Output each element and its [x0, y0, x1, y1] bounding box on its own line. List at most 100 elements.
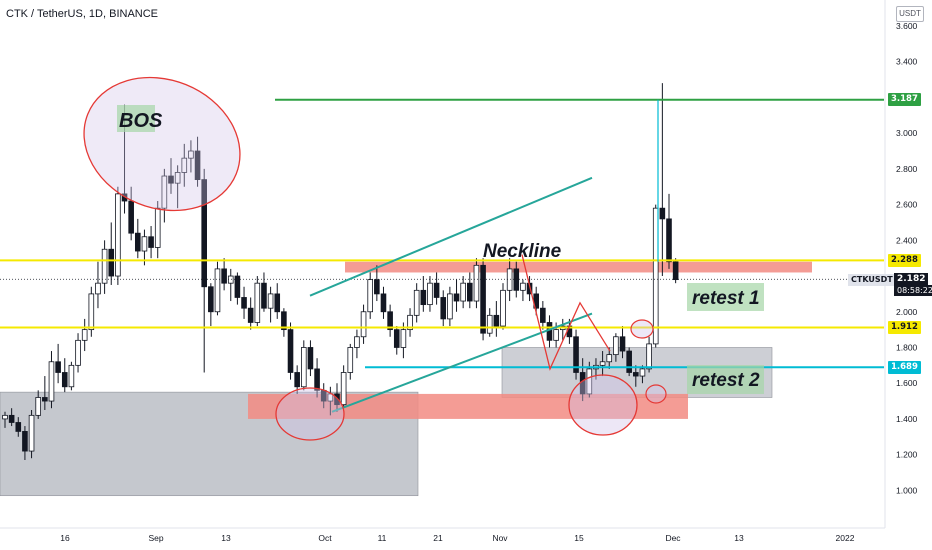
bos-ellipse	[83, 76, 241, 212]
candle	[201, 168, 208, 373]
bos-label-bg	[117, 105, 155, 132]
candle	[194, 136, 201, 187]
candle-body	[613, 336, 619, 356]
candle-body	[181, 157, 188, 173]
candle-body	[659, 207, 666, 220]
candle	[174, 165, 181, 209]
candle	[88, 286, 95, 337]
candle-body	[520, 282, 526, 291]
price-tick: 2.600	[896, 200, 918, 210]
candle	[407, 308, 413, 337]
candle-body	[174, 172, 181, 184]
candle-body	[247, 307, 254, 323]
candle	[227, 268, 234, 302]
channel-lower-line	[331, 312, 593, 413]
candle-body	[553, 329, 559, 341]
candle-body	[633, 372, 639, 377]
candle	[447, 286, 453, 327]
candle-body	[55, 361, 61, 373]
candle-body	[35, 397, 41, 416]
candle-body	[493, 314, 500, 327]
candle	[599, 351, 606, 377]
candle-body	[227, 275, 234, 284]
candle-body	[626, 350, 632, 373]
candle	[115, 186, 121, 285]
price-tick: 1.200	[896, 450, 918, 460]
candle	[659, 83, 666, 277]
time-tick: 13	[221, 533, 231, 543]
candle-body	[300, 347, 307, 388]
candle	[453, 279, 460, 312]
candle-body	[115, 193, 121, 277]
candle	[633, 365, 639, 387]
symbol-tag: CTKUSDT	[848, 274, 896, 286]
candle	[188, 140, 194, 173]
retest1-ellipse	[630, 319, 654, 339]
candle	[506, 258, 513, 302]
candle-body	[513, 268, 520, 291]
candle	[8, 408, 15, 427]
candle-body	[573, 336, 579, 373]
candle	[22, 426, 28, 460]
time-tick: 15	[574, 533, 584, 543]
candle	[413, 283, 420, 323]
candle-body	[261, 282, 267, 309]
candle	[287, 322, 294, 380]
bar-countdown: 08:58:22	[894, 285, 932, 296]
candle-body	[154, 207, 161, 248]
candle	[486, 308, 493, 337]
price-tick: 1.000	[896, 485, 918, 495]
candle-body	[506, 268, 513, 291]
candle	[161, 168, 168, 223]
candle-body	[486, 314, 493, 334]
candle	[61, 358, 68, 393]
candle-body	[327, 393, 334, 402]
candle-body	[666, 218, 672, 263]
candle-body	[2, 414, 8, 420]
candle-body	[466, 282, 473, 302]
candle-body	[480, 264, 486, 334]
candle-body	[314, 368, 320, 391]
candle	[420, 276, 427, 312]
candle-body	[639, 368, 646, 377]
retest2-label: retest 2	[692, 370, 760, 391]
candle	[652, 204, 659, 348]
candle	[15, 417, 22, 437]
candle-body	[95, 282, 101, 295]
time-tick: 2022	[836, 533, 855, 543]
candle-body	[22, 431, 28, 452]
candle	[626, 347, 632, 377]
candle-body	[108, 248, 115, 277]
candle-body	[267, 293, 274, 309]
candle-body	[387, 311, 393, 331]
candle-body	[599, 361, 606, 366]
candle-body	[546, 322, 553, 341]
currency-button[interactable]: USDT	[896, 6, 924, 22]
candle	[347, 343, 354, 380]
price-tick: 2.800	[896, 164, 918, 174]
candle	[360, 304, 367, 344]
candle	[354, 329, 360, 359]
candle	[68, 361, 75, 391]
candle-body	[208, 286, 214, 313]
candle	[214, 261, 221, 316]
neckline-zone-red	[345, 261, 812, 273]
candle-body	[15, 422, 22, 432]
candle-body	[128, 200, 134, 234]
candle-body	[586, 368, 593, 395]
candle	[241, 286, 247, 319]
candle	[393, 326, 400, 355]
last-price-label: CTKUSDT 2.182 08:58:22	[848, 273, 932, 297]
candle	[546, 315, 553, 348]
candle-body	[393, 329, 400, 348]
price-tick: 1.800	[896, 342, 918, 352]
price-tick: 3.400	[896, 57, 918, 67]
candle	[473, 258, 480, 309]
price-tick: 3.000	[896, 128, 918, 138]
level-tag: 1.912	[888, 320, 921, 334]
candle	[42, 376, 48, 410]
candle-body	[274, 293, 281, 313]
candle	[108, 222, 115, 285]
candle-body	[407, 314, 413, 331]
